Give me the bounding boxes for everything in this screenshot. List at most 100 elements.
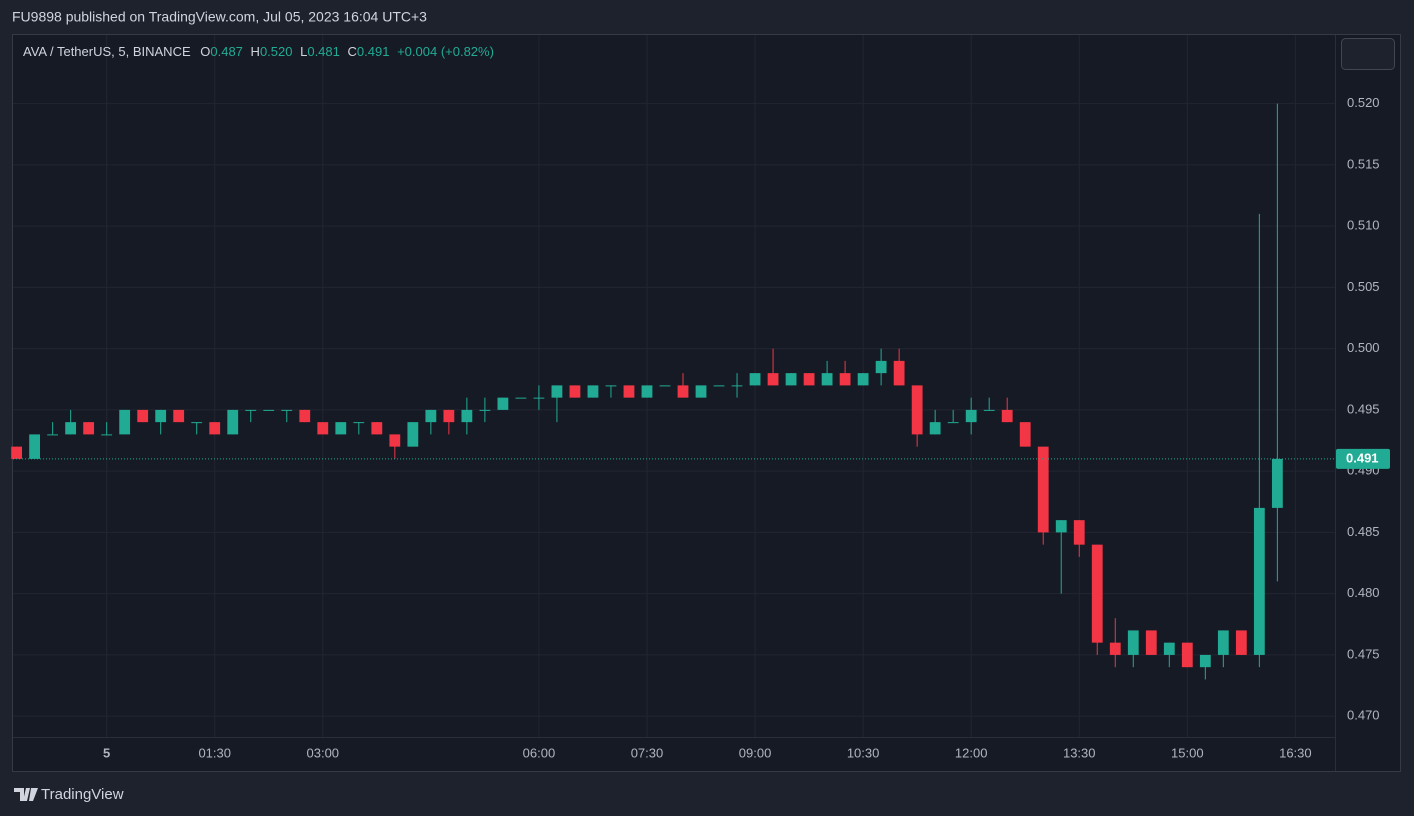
candle-body [83, 422, 95, 435]
candle-body [1127, 630, 1139, 655]
y-tick-label: 0.500 [1347, 340, 1380, 355]
candle-body [1073, 520, 1085, 545]
l-label: L [300, 44, 307, 59]
candle-body [155, 409, 167, 423]
brand: TradingView [14, 786, 124, 803]
candle-body [587, 385, 599, 398]
candle-body [1235, 630, 1247, 655]
candle-body [119, 409, 131, 435]
candle-body [281, 409, 293, 411]
candle-body [371, 422, 383, 435]
candle-body [461, 409, 473, 423]
candle-body [857, 373, 869, 386]
candle-body [353, 422, 365, 424]
h-label: H [251, 44, 260, 59]
last-price-label: 0.491 [1346, 450, 1379, 465]
candle-body [1145, 630, 1157, 655]
candle-body [299, 409, 311, 423]
candle-body [191, 422, 203, 424]
candle-body [47, 434, 59, 436]
grid [13, 35, 1335, 737]
candle-body [425, 409, 437, 423]
candle-body [713, 385, 725, 387]
y-tick-label: 0.475 [1347, 646, 1380, 661]
candle-body [533, 397, 545, 399]
candle-body [839, 373, 851, 386]
candle-body [1001, 409, 1013, 423]
x-tick-label: 13:30 [1063, 745, 1096, 760]
candle-body [407, 422, 419, 447]
candle-body [497, 397, 509, 410]
candle-body [659, 385, 671, 387]
brand-logo [14, 788, 38, 801]
candle-body [29, 434, 41, 459]
change: +0.004 (+0.82%) [397, 44, 494, 59]
candle-body [767, 373, 779, 386]
candle-body [1109, 642, 1121, 655]
x-tick-label: 03:00 [307, 745, 340, 760]
candle-body [101, 434, 113, 436]
candle-body [911, 385, 923, 435]
legend: AVA / TetherUS, 5, BINANCE O0.487 H0.520… [23, 44, 494, 59]
x-tick-label: 16:30 [1279, 745, 1312, 760]
candle-body [65, 422, 77, 435]
candle-body [389, 434, 401, 447]
candle-body [1253, 507, 1265, 655]
c-label: C [348, 44, 357, 59]
candle-body [227, 409, 239, 435]
y-tick-label: 0.480 [1347, 585, 1380, 600]
candle-body [929, 422, 941, 435]
y-tick-label: 0.485 [1347, 524, 1380, 539]
candle-body [443, 409, 455, 423]
candle-body [551, 385, 563, 398]
o-value: 0.487 [210, 44, 243, 59]
x-tick-label: 15:00 [1171, 745, 1204, 760]
candle-body [335, 422, 347, 435]
candle-body [1163, 642, 1175, 655]
candle-body [803, 373, 815, 386]
y-tick-label: 0.505 [1347, 279, 1380, 294]
y-tick-label: 0.495 [1347, 401, 1380, 416]
x-tick-label: 5 [103, 745, 110, 760]
candle-body [731, 385, 743, 387]
y-tick-label: 0.515 [1347, 156, 1380, 171]
candle-body [695, 385, 707, 398]
x-tick-label: 09:00 [739, 745, 772, 760]
candle-body [1271, 458, 1283, 508]
h-value: 0.520 [260, 44, 293, 59]
x-tick-label: 12:00 [955, 745, 988, 760]
candle-body [641, 385, 653, 398]
candle-body [1217, 630, 1229, 655]
y-tick-label: 0.520 [1347, 95, 1380, 110]
candle-body [1199, 654, 1211, 668]
candle-body [1055, 520, 1067, 533]
axis-button[interactable] [1341, 38, 1395, 70]
candle-body [245, 409, 257, 411]
candle-body [677, 385, 689, 398]
candle-body [605, 385, 617, 387]
candle-body [947, 422, 959, 424]
x-tick-label: 07:30 [631, 745, 664, 760]
candle-body [479, 409, 491, 411]
candle-body [749, 373, 761, 386]
candle-body [623, 385, 635, 398]
published-note: FU9898 published on TradingView.com, Jul… [12, 9, 427, 25]
candle-body [965, 409, 977, 423]
candle-body [893, 360, 905, 386]
candle-body [1019, 422, 1031, 447]
l-value: 0.481 [307, 44, 340, 59]
y-tick-label: 0.470 [1347, 708, 1380, 723]
candle-body [1181, 642, 1193, 668]
candle-body [785, 373, 797, 386]
candle-body [173, 409, 185, 423]
x-tick-label: 10:30 [847, 745, 880, 760]
candle-body [875, 360, 887, 374]
candle-body [983, 409, 995, 411]
candle-body [209, 422, 221, 435]
candle-body [515, 397, 527, 399]
brand-name: TradingView [41, 786, 124, 803]
last-price-tag [1336, 448, 1390, 469]
candle-body [569, 385, 581, 398]
